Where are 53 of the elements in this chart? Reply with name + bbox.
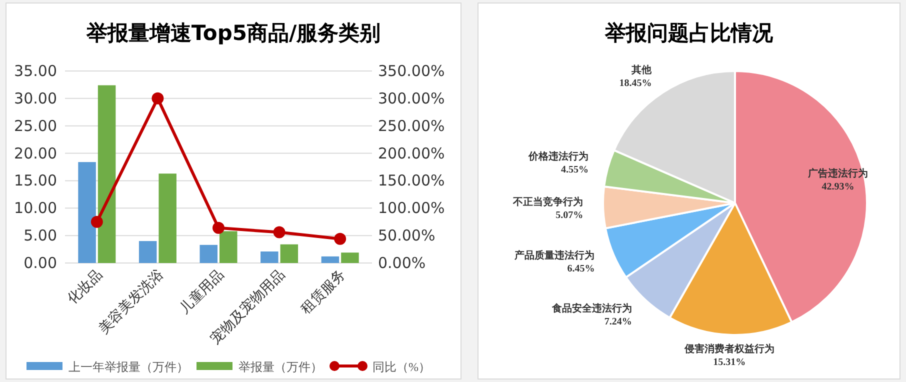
y2-tick-label: 250.00% [378,116,445,135]
data-label: 15.31% [713,356,746,368]
bar [200,244,218,263]
bar [220,231,238,263]
y-tick-label: 0.00 [24,254,57,272]
slice-label: 产品质量违法行为 [514,250,595,262]
bar [138,241,157,263]
point [90,216,103,228]
data-label: 5.07% [556,210,584,222]
slice-label: 侵害消费者权益行为 [683,342,774,355]
y2-tick-label: 200.00% [378,144,445,162]
y2-tick-label: 150.00% [378,172,445,190]
bar [158,174,176,263]
slice-label: 其他 [630,64,653,76]
y-tick-label: 25.00 [14,116,57,135]
y2-tick-label: 350.00% [378,62,445,80]
y2-tick-label: 0.00% [378,254,426,272]
bar [260,251,278,263]
x-tick-label: 租赁服务 [298,266,349,318]
data-label: 4.55% [560,164,588,176]
point [334,232,346,245]
data-label: 42.93% [822,182,854,193]
y-tick-label: 20.00 [14,144,57,162]
y-tick-label: 30.00 [14,89,57,108]
bar [280,244,298,263]
data-label: 7.24% [604,316,632,328]
legend-label: 举报量（万件） [238,360,322,374]
chart-title: 举报问题占比情况 [604,21,774,45]
y2-tick-label: 50.00% [378,226,436,245]
chart-title: 举报量增速Top5商品/服务类别 [85,21,381,45]
y-tick-label: 15.00 [14,172,57,190]
slice-label: 不正当竞争行为 [512,196,584,208]
bar [321,256,340,263]
bar [78,162,96,263]
bar [341,252,359,263]
bar [98,85,116,263]
data-label: 6.45% [567,264,595,275]
data-label: 18.45% [619,78,652,89]
point [212,222,224,234]
point [152,92,164,104]
slice-label: 食品安全违法行为 [550,302,632,315]
x-tick-label: 儿童用品 [176,266,228,318]
slice-label: 价格违法行为 [527,150,588,163]
y-tick-label: 5.00 [24,226,57,245]
y-tick-label: 10.00 [14,199,57,218]
x-tick-label: 化妆品 [64,266,106,308]
legend-label: 同比（%） [372,360,430,374]
y-tick-label: 35.00 [14,62,57,80]
legend-label: 上一年举报量（万件） [68,360,188,374]
y2-tick-label: 300.00% [378,89,445,108]
slice-label: 广告违法行为 [807,168,868,180]
point [273,226,286,238]
y2-tick-label: 100.00% [378,199,445,218]
